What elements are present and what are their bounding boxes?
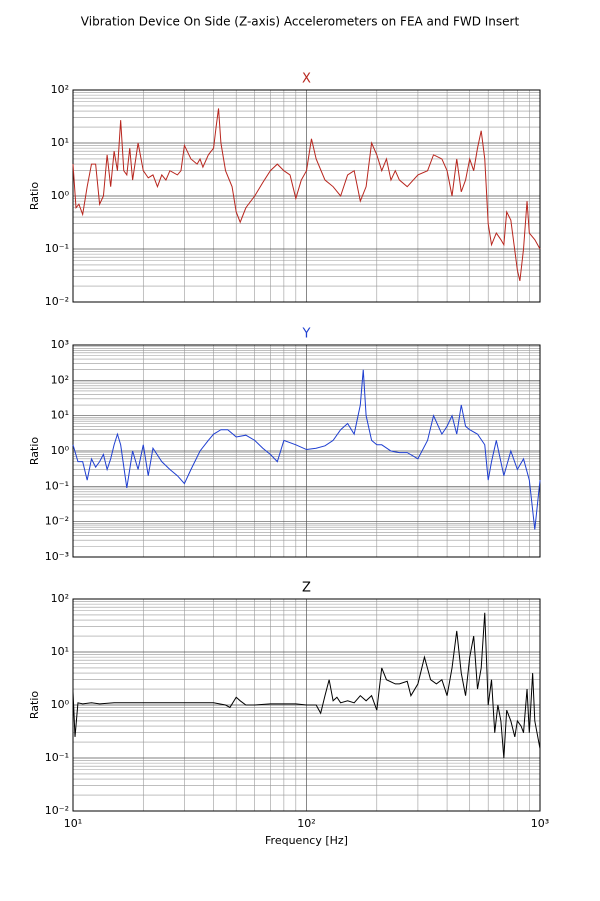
y-tick-label: 10⁻¹ — [45, 479, 69, 492]
plot-frame — [72, 89, 541, 303]
y-axis-label: Ratio — [28, 691, 41, 720]
data-line — [72, 369, 541, 530]
x-tick-label: 10³ — [531, 817, 549, 830]
y-tick-label: 10⁰ — [51, 698, 70, 711]
y-tick-label: 10¹ — [51, 645, 69, 658]
plot-frame — [72, 344, 541, 558]
plot-frame — [72, 598, 541, 812]
y-tick-label: 10⁰ — [51, 189, 70, 202]
panel-title: Z — [302, 581, 311, 596]
y-tick-label: 10² — [51, 373, 69, 386]
y-axis-label: Ratio — [28, 437, 41, 466]
y-tick-label: 10⁻² — [45, 295, 69, 308]
x-tick-label: 10² — [297, 817, 315, 830]
data-line — [72, 612, 541, 759]
y-tick-label: 10⁻³ — [45, 550, 69, 563]
x-axis-label: Frequency [Hz] — [265, 834, 348, 847]
panel-title: X — [302, 72, 311, 87]
y-tick-label: 10⁰ — [51, 444, 70, 457]
y-tick-label: 10⁻² — [45, 804, 69, 817]
y-tick-label: 10¹ — [51, 136, 69, 149]
data-line — [72, 108, 541, 282]
x-tick-label: 10¹ — [64, 817, 82, 830]
y-axis-label: Ratio — [28, 182, 41, 211]
figure-title: Vibration Device On Side (Z-axis) Accele… — [81, 15, 520, 29]
y-tick-label: 10¹ — [51, 409, 69, 422]
y-tick-label: 10⁻² — [45, 515, 69, 528]
y-tick-label: 10⁻¹ — [45, 751, 69, 764]
y-tick-label: 10² — [51, 83, 69, 96]
panel-title: Y — [302, 327, 311, 342]
y-tick-label: 10⁻¹ — [45, 242, 69, 255]
y-tick-label: 10³ — [51, 338, 69, 351]
y-tick-label: 10² — [51, 592, 69, 605]
